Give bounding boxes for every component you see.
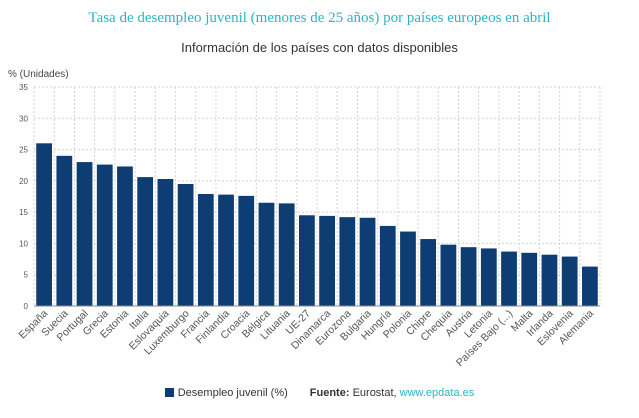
bar[interactable] — [278, 203, 295, 306]
y-tick-label: 30 — [19, 114, 28, 123]
bar[interactable] — [400, 231, 416, 306]
bar[interactable] — [420, 239, 437, 306]
bar[interactable] — [117, 166, 133, 306]
bar[interactable] — [258, 202, 275, 306]
source-label: Fuente: — [309, 387, 350, 399]
bar[interactable] — [137, 177, 154, 306]
y-tick-label: 10 — [19, 239, 28, 248]
bar[interactable] — [359, 217, 376, 306]
legend-series-label: Desempleo juvenil (%) — [177, 387, 288, 399]
legend-swatch — [164, 388, 174, 397]
y-tick-label: 5 — [24, 271, 29, 280]
bar[interactable] — [299, 215, 315, 306]
source-text: Eurostat, — [349, 387, 400, 399]
bar[interactable] — [480, 248, 497, 306]
y-tick-label: 0 — [24, 302, 29, 311]
bar[interactable] — [96, 164, 113, 306]
y-tick-label: 15 — [19, 208, 28, 217]
bar[interactable] — [157, 178, 174, 306]
bar[interactable] — [582, 266, 598, 306]
bars — [36, 143, 598, 306]
legend: Desempleo juvenil (%) Fuente: Eurostat, w… — [0, 387, 639, 399]
y-tick-label: 25 — [19, 146, 28, 155]
bar[interactable] — [177, 183, 194, 306]
chart-title: Tasa de desempleo juvenil (menores de 25… — [88, 10, 551, 26]
y-axis-label: % (Unidades) — [8, 69, 69, 80]
bar[interactable] — [197, 193, 214, 306]
bar[interactable] — [541, 254, 558, 306]
bar[interactable] — [501, 251, 517, 306]
bar[interactable] — [56, 155, 73, 306]
bar-chart: % (Unidades) 0 5 10 15 20 25 30 35 EspañaSuecia… — [8, 69, 601, 369]
bar[interactable] — [339, 217, 356, 306]
y-tick-label: 35 — [19, 83, 28, 92]
bar[interactable] — [379, 225, 396, 306]
bar[interactable] — [440, 244, 457, 306]
grid-lines — [33, 86, 601, 306]
bar[interactable] — [218, 194, 234, 306]
chart-subtitle: Información de los países con datos disp… — [181, 40, 458, 55]
bar[interactable] — [460, 247, 477, 306]
y-axis-ticks: 0 5 10 15 20 25 30 35 — [19, 83, 28, 311]
bar[interactable] — [238, 195, 255, 306]
x-axis-ticks: EspañaSueciaPortugalGreciaEstoniaItaliaE… — [17, 308, 597, 369]
source-link[interactable]: www.epdata.es — [399, 387, 475, 399]
bar[interactable] — [76, 162, 93, 306]
y-tick-label: 20 — [19, 177, 28, 186]
bar[interactable] — [319, 215, 335, 306]
bar[interactable] — [521, 252, 538, 306]
bar[interactable] — [561, 256, 578, 306]
bar[interactable] — [36, 143, 52, 306]
